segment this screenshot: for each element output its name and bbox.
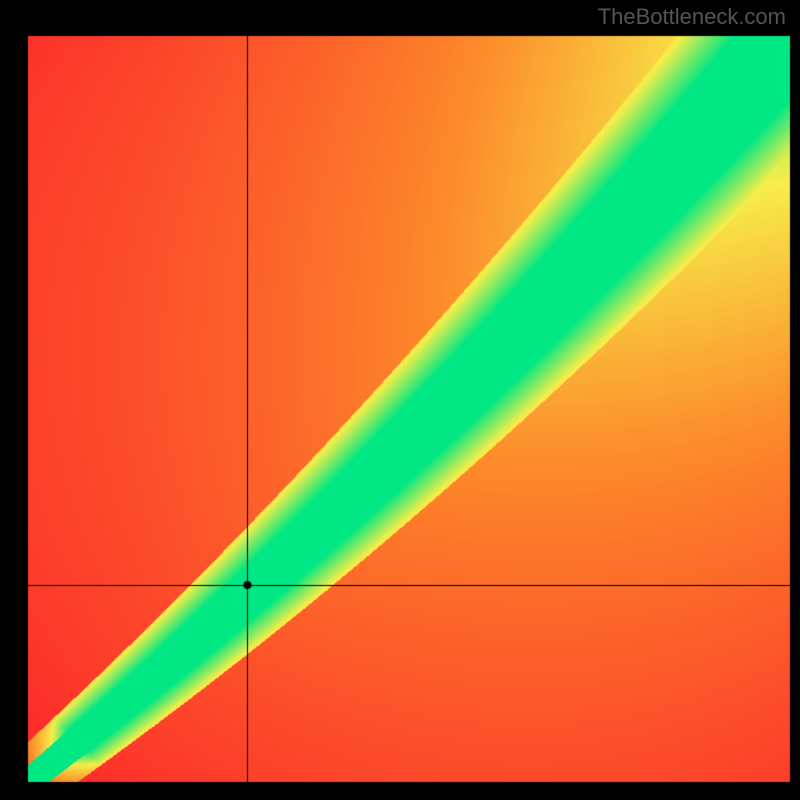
bottleneck-heatmap [0, 0, 800, 800]
watermark-text: TheBottleneck.com [598, 4, 786, 30]
